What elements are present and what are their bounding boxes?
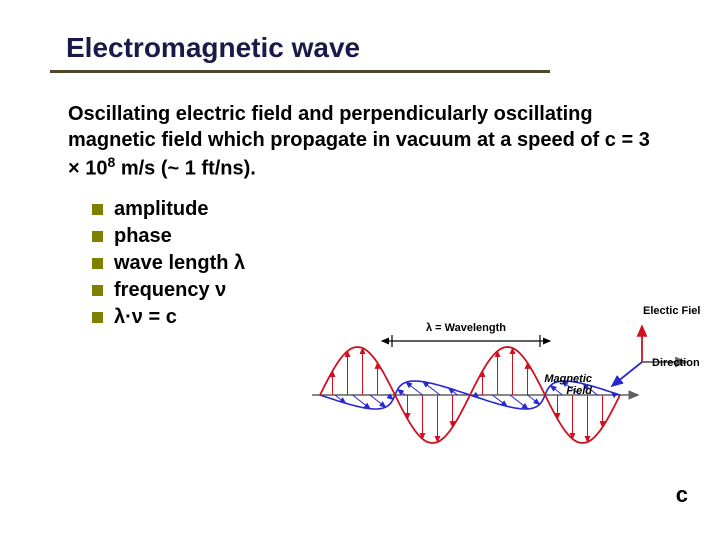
body-paragraph: Oscillating electric field and perpendic… xyxy=(68,101,660,182)
svg-text:Direction: Direction xyxy=(652,357,700,369)
svg-text:Field: Field xyxy=(566,385,592,397)
svg-text:Magnetic: Magnetic xyxy=(544,373,592,385)
em-wave-diagram: λ = Wavelength Electic Field MagneticField… xyxy=(290,270,700,470)
svg-text:Electic Field: Electic Field xyxy=(643,305,700,317)
speed-c-label: c xyxy=(676,482,688,508)
slide-title: Electromagnetic wave xyxy=(66,32,670,64)
svg-text:λ = Wavelength: λ = Wavelength xyxy=(426,322,506,334)
list-item: phase xyxy=(92,223,670,250)
list-item: amplitude xyxy=(92,196,670,223)
title-underline xyxy=(50,70,550,73)
slide: Electromagnetic wave Oscillating electri… xyxy=(0,0,720,540)
